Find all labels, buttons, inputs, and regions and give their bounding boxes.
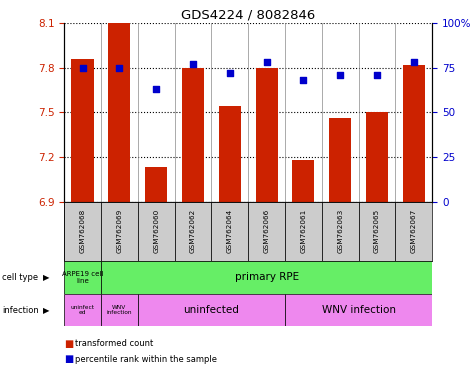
Text: primary RPE: primary RPE: [235, 272, 299, 283]
Bar: [64, 261, 101, 294]
Point: [336, 72, 344, 78]
Text: GSM762068: GSM762068: [79, 209, 86, 253]
Bar: [145, 167, 167, 202]
Point: [263, 59, 270, 65]
Bar: [71, 59, 94, 202]
Bar: [108, 23, 130, 202]
Text: GSM762067: GSM762067: [411, 209, 417, 253]
Title: GDS4224 / 8082846: GDS4224 / 8082846: [181, 9, 315, 22]
Text: uninfect
ed: uninfect ed: [70, 305, 95, 315]
Text: uninfected: uninfected: [183, 305, 239, 315]
Bar: [256, 68, 277, 202]
Text: WNV infection: WNV infection: [322, 305, 396, 315]
Bar: [138, 294, 285, 326]
Text: percentile rank within the sample: percentile rank within the sample: [75, 354, 217, 364]
Text: WNV
infection: WNV infection: [106, 305, 132, 315]
Point: [79, 65, 86, 71]
Text: GSM762066: GSM762066: [264, 209, 270, 253]
Text: ■: ■: [64, 354, 73, 364]
Text: GSM762063: GSM762063: [337, 209, 343, 253]
Text: GSM762069: GSM762069: [116, 209, 123, 253]
Point: [152, 86, 160, 92]
Bar: [101, 294, 138, 326]
Text: GSM762065: GSM762065: [374, 209, 380, 253]
Text: ▶: ▶: [43, 306, 50, 314]
Text: transformed count: transformed count: [75, 339, 153, 348]
Text: GSM762061: GSM762061: [300, 209, 306, 253]
Bar: [403, 65, 425, 202]
Text: GSM762062: GSM762062: [190, 209, 196, 253]
Text: ▶: ▶: [43, 273, 50, 282]
Bar: [322, 202, 359, 261]
Bar: [101, 202, 138, 261]
Text: infection: infection: [2, 306, 39, 314]
Bar: [138, 202, 175, 261]
Bar: [359, 202, 395, 261]
Text: ARPE19 cell
line: ARPE19 cell line: [62, 271, 103, 284]
Text: cell type: cell type: [2, 273, 38, 282]
Point: [410, 59, 418, 65]
Point: [300, 77, 307, 83]
Point: [115, 65, 123, 71]
Bar: [64, 202, 101, 261]
Bar: [329, 118, 351, 202]
Bar: [182, 68, 204, 202]
Bar: [395, 202, 432, 261]
Bar: [175, 202, 211, 261]
Text: GSM762060: GSM762060: [153, 209, 159, 253]
Bar: [366, 113, 388, 202]
Point: [226, 70, 234, 76]
Bar: [64, 294, 101, 326]
Bar: [285, 294, 432, 326]
Point: [373, 72, 381, 78]
Bar: [285, 202, 322, 261]
Bar: [211, 202, 248, 261]
Text: ■: ■: [64, 339, 73, 349]
Point: [189, 61, 197, 67]
Bar: [293, 160, 314, 202]
Bar: [248, 202, 285, 261]
Text: GSM762064: GSM762064: [227, 209, 233, 253]
Bar: [218, 106, 241, 202]
